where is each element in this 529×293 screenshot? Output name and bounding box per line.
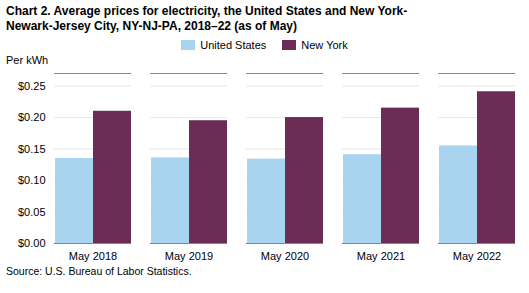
svg-text:May 2021: May 2021 [357, 250, 405, 262]
html-text:New York: New York [301, 39, 348, 51]
html-text:Per kWh: Per kWh [6, 54, 49, 66]
html-text:Source: U.S. Bureau of Labor S: Source: U.S. Bureau of Labor Statistics. [6, 265, 192, 277]
svg-text:May 2022: May 2022 [453, 250, 501, 262]
svg-text:$0.15: $0.15 [18, 143, 46, 155]
svg-text:$0.10: $0.10 [18, 174, 46, 186]
svg-text:$0.20: $0.20 [18, 111, 46, 123]
html-text:Newark-Jersey City, NY-NJ-PA,: Newark-Jersey City, NY-NJ-PA, 2018–22 (a… [6, 19, 297, 33]
svg-text:$0.25: $0.25 [18, 80, 46, 92]
svg-text:May 2018: May 2018 [69, 250, 117, 262]
html-text:Chart 2. Average prices for el: Chart 2. Average prices for electricity,… [6, 4, 408, 18]
svg-text:$0.05: $0.05 [18, 206, 46, 218]
svg-text:May 2019: May 2019 [165, 250, 213, 262]
svg-text:May 2020: May 2020 [261, 250, 309, 262]
svg-text:$0.00: $0.00 [18, 237, 46, 249]
html-text:United States: United States [200, 39, 267, 51]
